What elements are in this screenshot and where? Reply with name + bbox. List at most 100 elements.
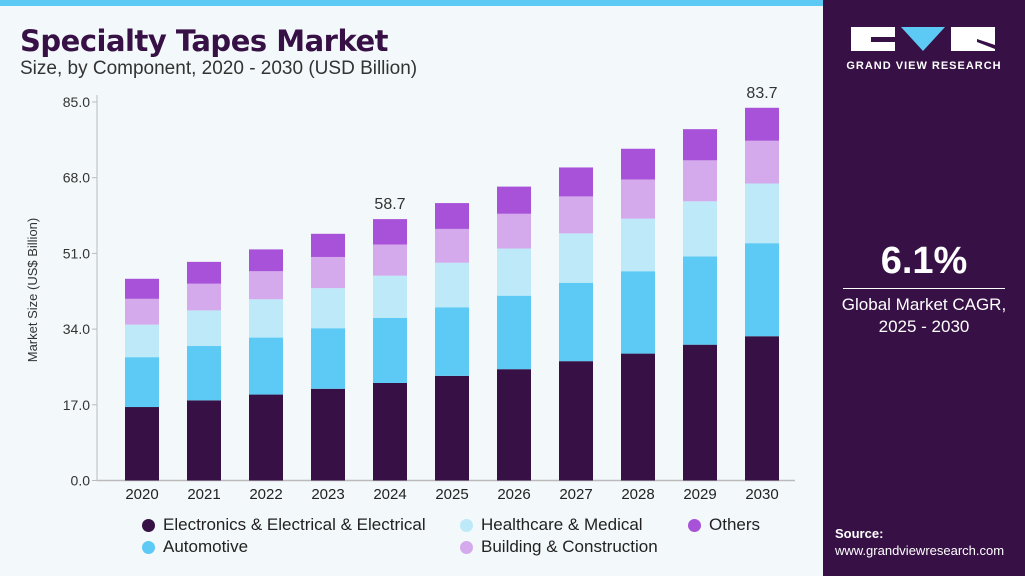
bar-segment-2021-2 (187, 310, 221, 347)
bar-segment-2028-3 (621, 179, 655, 219)
bar-segment-2020-0 (125, 407, 159, 481)
data-label: 58.7 (374, 196, 405, 213)
bar-segment-2029-1 (683, 256, 717, 345)
divider (843, 288, 1005, 289)
bar-segment-2029-2 (683, 201, 717, 257)
x-tick-label: 2020 (125, 486, 158, 503)
bar-segment-2026-3 (497, 213, 531, 249)
bar-segment-2025-3 (435, 228, 469, 263)
cagr-label: Global Market CAGR, 2025 - 2030 (823, 294, 1025, 338)
bar-segment-2021-0 (187, 400, 221, 481)
bar-segment-2020-2 (125, 324, 159, 358)
info-sidebar: GRAND VIEW RESEARCH 6.1% Global Market C… (823, 0, 1025, 576)
data-label: 83.7 (746, 85, 777, 102)
bar-segment-2026-0 (497, 369, 531, 481)
bar-segment-2023-3 (311, 256, 345, 289)
chart-title: Specialty Tapes Market (20, 24, 388, 58)
bar-segment-2024-1 (373, 317, 407, 383)
bar-segment-2022-0 (249, 394, 283, 481)
x-tick-label: 2023 (311, 486, 344, 503)
bar-segment-2030-0 (745, 336, 779, 481)
bar-segment-2027-3 (559, 196, 593, 234)
bar-segment-2021-3 (187, 283, 221, 311)
y-tick-label: 0.0 (71, 473, 91, 489)
x-tick-label: 2021 (187, 486, 220, 503)
bar-segment-2028-2 (621, 218, 655, 272)
legend-electronics: Electronics & Electrical & Electrical (142, 515, 426, 535)
bar-segment-2023-0 (311, 388, 345, 481)
bar-segment-2025-4 (435, 203, 469, 229)
bar-segment-2022-2 (249, 299, 283, 338)
legend-healthcare: Healthcare & Medical (460, 515, 643, 535)
x-tick-label: 2024 (373, 486, 406, 503)
legend-label: Building & Construction (481, 537, 658, 556)
top-accent-bar (0, 0, 823, 6)
bar-segment-2024-0 (373, 382, 407, 481)
grand-view-research-logo (851, 27, 995, 51)
bar-segment-2025-1 (435, 307, 469, 376)
bar-segment-2022-4 (249, 249, 283, 272)
bar-segment-2028-1 (621, 271, 655, 354)
bar-segment-2025-2 (435, 262, 469, 308)
legend-label: Electronics & Electrical & Electrical (163, 515, 426, 534)
bar-segment-2023-2 (311, 288, 345, 329)
x-tick-label: 2029 (683, 486, 716, 503)
y-tick-label: 17.0 (63, 397, 90, 413)
legend-swatch (460, 540, 473, 554)
y-tick-label: 68.0 (63, 170, 90, 186)
legend-swatch (460, 518, 473, 532)
legend-building: Building & Construction (460, 537, 658, 557)
bar-segment-2030-1 (745, 243, 779, 337)
bar-segment-2030-2 (745, 183, 779, 244)
x-tick-label: 2030 (745, 486, 778, 503)
bar-segment-2022-1 (249, 337, 283, 395)
legend-label: Others (709, 515, 761, 534)
bar-segment-2027-4 (559, 167, 593, 197)
cagr-value: 6.1% (880, 240, 968, 282)
bar-segment-2026-2 (497, 248, 531, 296)
bar-segment-2020-1 (125, 357, 159, 408)
legend-automotive: Automotive (142, 537, 248, 557)
bar-segment-2029-4 (683, 129, 717, 161)
legend-swatch (142, 518, 155, 532)
bar-segment-2028-0 (621, 353, 655, 481)
bar-segment-2020-3 (125, 298, 159, 325)
bar-segment-2025-0 (435, 375, 469, 481)
cagr-label-line-2: 2025 - 2030 (878, 317, 970, 336)
bar-segment-2027-2 (559, 233, 593, 283)
bar-segment-2020-4 (125, 278, 159, 299)
cagr-label-line-1: Global Market CAGR, (841, 295, 1007, 314)
y-tick-label: 51.0 (63, 245, 90, 261)
legend-label: Healthcare & Medical (481, 515, 643, 534)
y-tick-label: 34.0 (63, 321, 90, 337)
bar-segment-2021-1 (187, 346, 221, 401)
source-label: Source: (835, 526, 884, 541)
x-tick-label: 2022 (249, 486, 282, 503)
y-tick-label: 85.0 (63, 94, 90, 110)
bar-segment-2024-3 (373, 244, 407, 276)
bar-segment-2023-1 (311, 328, 345, 389)
bar-segment-2027-0 (559, 361, 593, 481)
legend-swatch (688, 518, 701, 532)
legend-others: Others (688, 515, 760, 535)
stacked-bar-chart: 0.0 17.0 34.0 51.0 68.0 85.0 Market Size (US$ … (25, 85, 795, 503)
bar-segment-2029-0 (683, 344, 717, 481)
bar-segment-2030-3 (745, 140, 779, 184)
bar-segment-2024-2 (373, 275, 407, 318)
bar-segment-2026-4 (497, 186, 531, 214)
bar-segment-2029-3 (683, 160, 717, 202)
bar-segment-2022-3 (249, 271, 283, 300)
bar-segment-2024-4 (373, 219, 407, 245)
bar-segment-2023-4 (311, 233, 345, 257)
x-tick-label: 2026 (497, 486, 530, 503)
chart-subtitle: Size, by Component, 2020 - 2030 (USD Bil… (20, 58, 418, 79)
x-tick-label: 2028 (621, 486, 654, 503)
bar-segment-2028-4 (621, 148, 655, 180)
bar-segment-2021-4 (187, 261, 221, 284)
bar-segment-2027-1 (559, 282, 593, 362)
source-link[interactable]: www.grandviewresearch.com (835, 543, 1005, 558)
chart-panel: Specialty Tapes Market Size, by Componen… (0, 0, 823, 557)
bar-segment-2030-4 (745, 107, 779, 141)
y-axis-label: Market Size (US$ Billion) (25, 218, 40, 363)
x-tick-label: 2027 (559, 486, 592, 503)
